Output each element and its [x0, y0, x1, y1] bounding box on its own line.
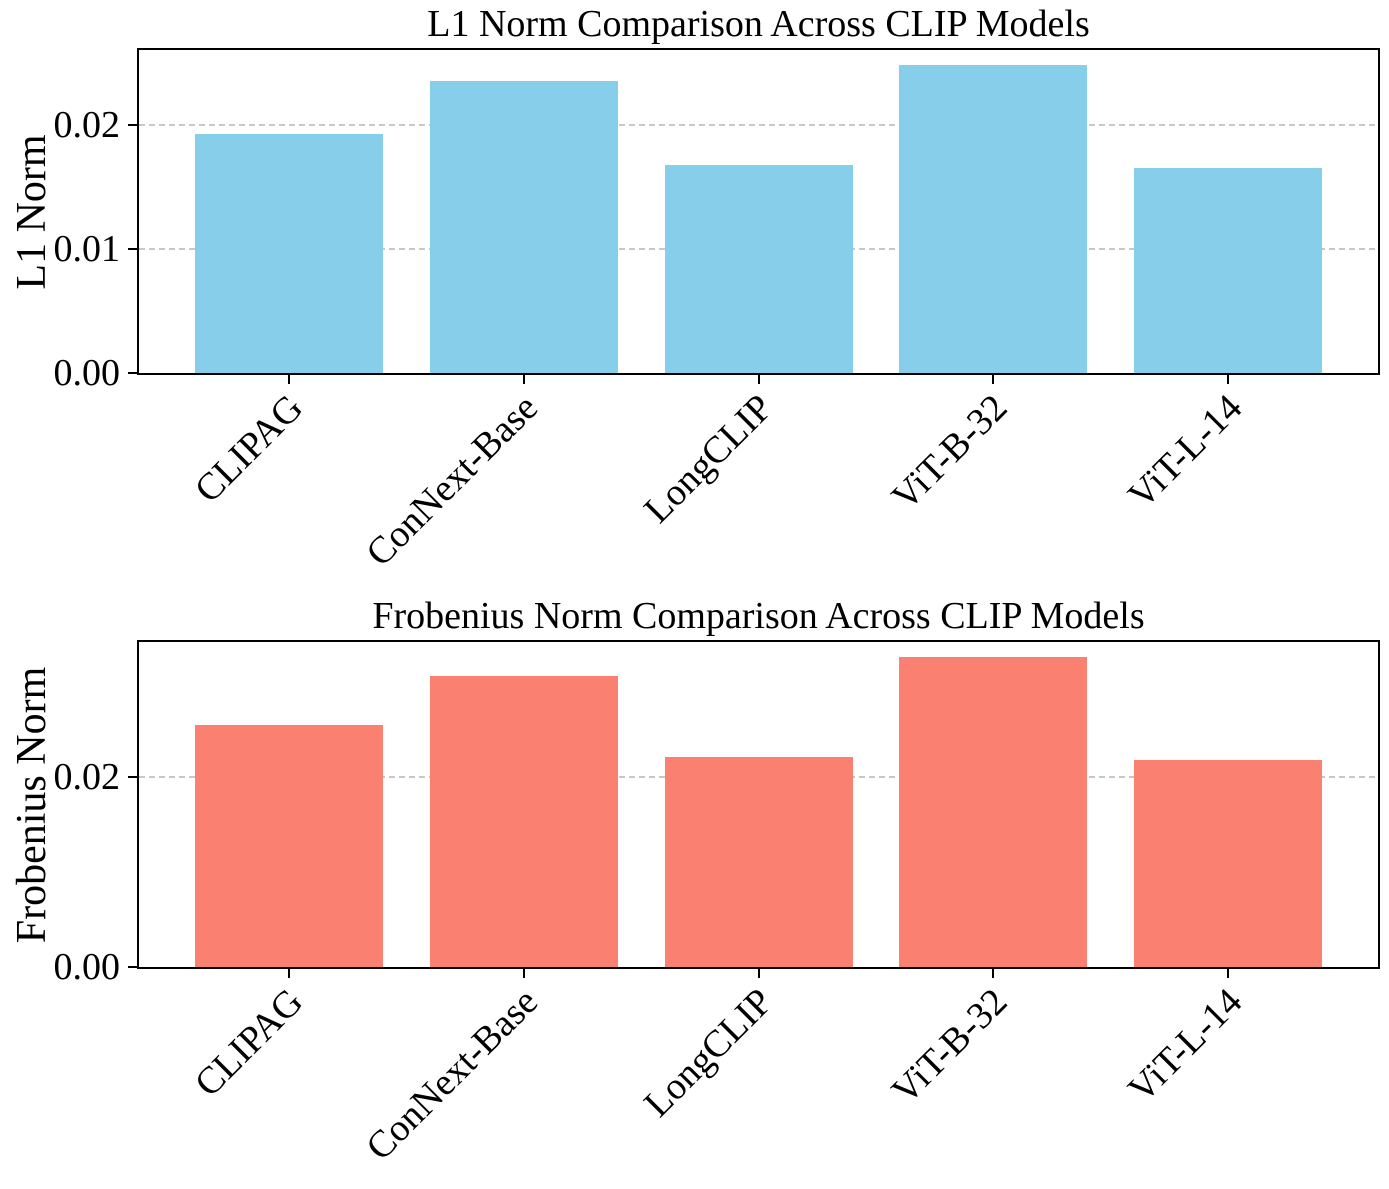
x-tick-mark [757, 375, 760, 384]
y-tick-mark [128, 966, 137, 968]
y-tick-mark [128, 124, 137, 127]
x-tick-mark [992, 969, 995, 978]
bar-longclip [665, 757, 853, 967]
x-tick-mark [757, 969, 760, 978]
bar-longclip [665, 165, 853, 373]
y-tick-label: 0.01 [53, 228, 121, 271]
bar-vit-l-14 [1134, 168, 1322, 373]
x-tick-label-text: ViT-L-14 [1120, 980, 1251, 1111]
x-tick-label-text: ViT-B-32 [883, 386, 1016, 519]
y-tick-label: 0.02 [53, 756, 121, 799]
x-tick-label-text: LongCLIP [636, 980, 781, 1126]
bar-vit-b-32 [899, 657, 1087, 967]
y-tick-label: 0.00 [53, 946, 121, 988]
x-tick-label-text: CLIPAG [187, 386, 312, 511]
plot-area [137, 640, 1380, 969]
chart-title: Frobenius Norm Comparison Across CLIP Mo… [372, 595, 1145, 637]
x-tick-mark [992, 375, 995, 384]
x-tick-label-text: CLIPAG [187, 980, 312, 1105]
x-tick-label-text: ViT-B-32 [883, 980, 1016, 1113]
x-tick-mark [288, 375, 291, 384]
x-tick-mark [1226, 969, 1229, 978]
x-tick-mark [288, 969, 291, 978]
y-tick-mark [128, 372, 137, 374]
y-axis-label: Frobenius Norm [9, 666, 55, 944]
y-tick-label: 0.02 [53, 104, 121, 147]
gridline-y-0.02 [139, 124, 1378, 127]
y-tick-mark [128, 776, 137, 779]
x-tick-mark [522, 969, 525, 978]
bar-connext-base [430, 676, 618, 967]
plot-area [137, 48, 1380, 375]
y-tick-label: 0.00 [53, 352, 121, 394]
bar-clipag [195, 725, 383, 967]
x-tick-mark [1226, 375, 1229, 384]
bar-connext-base [430, 81, 618, 373]
x-tick-label-text: ViT-L-14 [1120, 386, 1251, 517]
x-tick-label-text: LongCLIP [636, 386, 781, 532]
x-tick-label-text: ConNext-Base [358, 980, 547, 1169]
chart-title: L1 Norm Comparison Across CLIP Models [427, 3, 1090, 45]
x-tick-label-text: ConNext-Base [358, 386, 547, 575]
x-tick-mark [522, 375, 525, 384]
bar-vit-l-14 [1134, 760, 1322, 967]
bar-vit-b-32 [899, 65, 1087, 373]
bar-clipag [195, 134, 383, 373]
y-tick-mark [128, 248, 137, 251]
